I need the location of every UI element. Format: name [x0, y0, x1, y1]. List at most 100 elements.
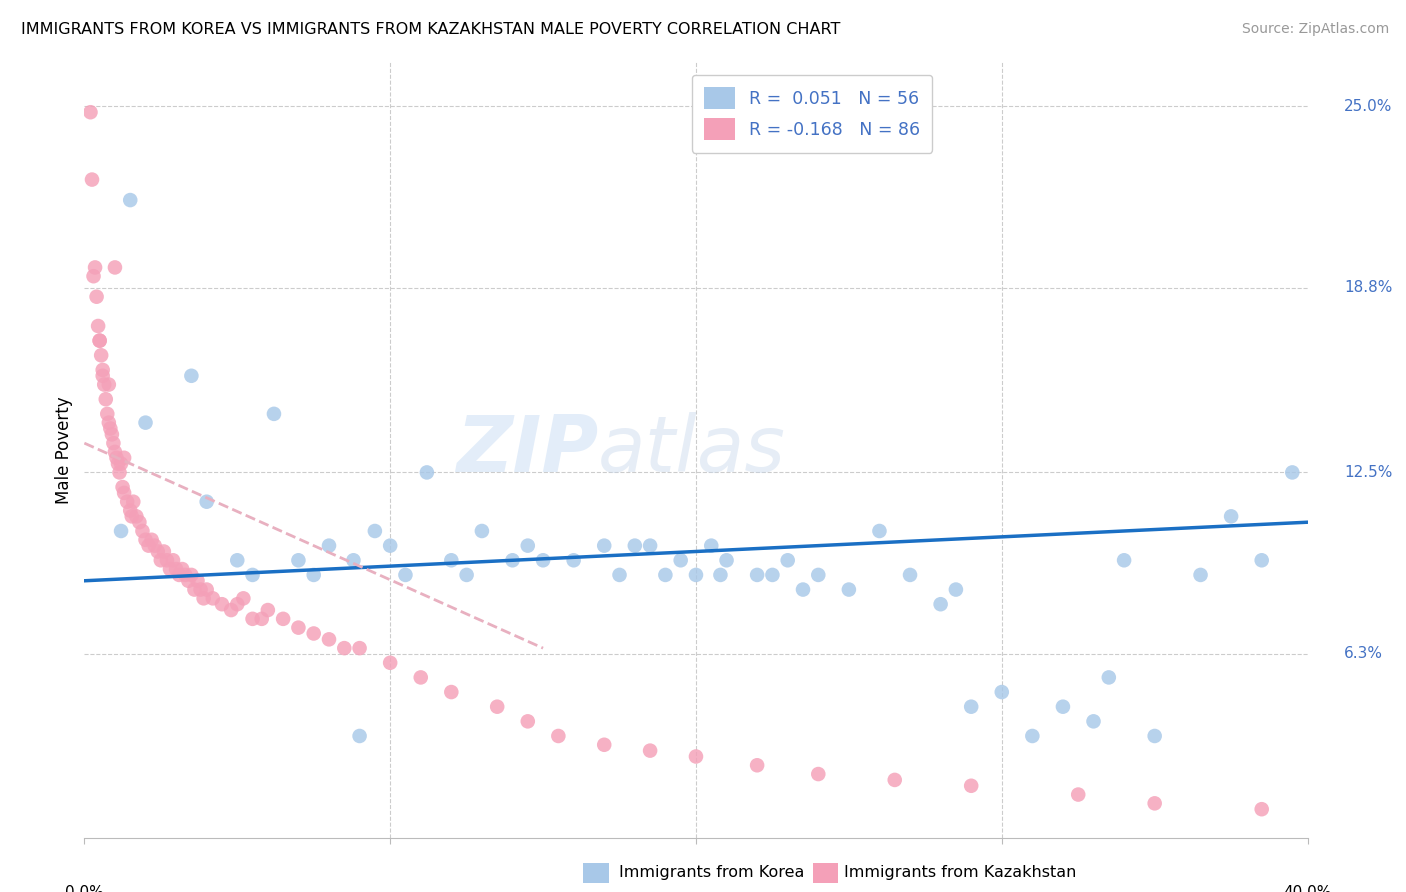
Point — [1098, 670, 1121, 684]
Point — [91, 363, 114, 377]
Point — [883, 772, 905, 787]
Y-axis label: Male Poverty: Male Poverty — [55, 397, 73, 504]
Point — [287, 553, 309, 567]
Point — [104, 445, 127, 459]
Point — [159, 562, 181, 576]
Point — [211, 597, 233, 611]
Point — [302, 626, 325, 640]
Point — [747, 758, 769, 772]
Point — [792, 582, 814, 597]
Point — [146, 544, 169, 558]
Point — [380, 539, 402, 553]
Legend: R =  0.051   N = 56, R = -0.168   N = 86: R = 0.051 N = 56, R = -0.168 N = 86 — [692, 75, 932, 153]
Point — [761, 568, 783, 582]
Point — [80, 172, 103, 186]
Point — [471, 524, 494, 538]
Point — [562, 553, 585, 567]
Point — [135, 416, 157, 430]
Point — [180, 568, 202, 582]
Point — [669, 553, 692, 567]
Point — [1052, 699, 1074, 714]
Point — [84, 260, 107, 275]
Point — [593, 738, 616, 752]
Point — [87, 318, 110, 333]
Point — [103, 436, 125, 450]
Point — [1143, 797, 1166, 811]
Point — [1067, 788, 1090, 802]
Point — [138, 539, 160, 553]
Point — [531, 553, 554, 567]
Point — [654, 568, 676, 582]
Point — [869, 524, 891, 538]
Point — [141, 533, 163, 547]
Point — [624, 539, 647, 553]
Point — [838, 582, 860, 597]
Point — [232, 591, 254, 606]
Text: 25.0%: 25.0% — [1344, 99, 1393, 114]
Point — [112, 486, 135, 500]
Point — [111, 480, 134, 494]
Point — [195, 582, 218, 597]
Point — [747, 568, 769, 582]
Point — [638, 539, 661, 553]
Point — [440, 553, 463, 567]
Point — [94, 392, 117, 407]
Text: 12.5%: 12.5% — [1344, 465, 1393, 480]
Text: ZIP: ZIP — [456, 412, 598, 489]
Point — [98, 421, 121, 435]
Point — [1281, 466, 1303, 480]
Point — [122, 494, 145, 508]
Point — [302, 568, 325, 582]
Point — [318, 632, 340, 647]
Point — [638, 744, 661, 758]
Point — [486, 699, 509, 714]
Point — [174, 568, 197, 582]
Point — [516, 714, 538, 729]
Point — [1220, 509, 1243, 524]
Point — [125, 509, 148, 524]
Point — [226, 553, 249, 567]
Text: 40.0%: 40.0% — [1284, 885, 1331, 892]
Point — [716, 553, 738, 567]
Point — [1114, 553, 1136, 567]
Point — [1021, 729, 1043, 743]
Point — [112, 450, 135, 465]
Point — [186, 574, 208, 588]
Point — [219, 603, 242, 617]
Point — [263, 407, 285, 421]
Point — [502, 553, 524, 567]
Point — [226, 597, 249, 611]
Point — [709, 568, 731, 582]
Point — [685, 749, 707, 764]
Point — [242, 612, 264, 626]
Point — [149, 553, 172, 567]
Point — [172, 562, 194, 576]
Point — [807, 568, 830, 582]
Text: 6.3%: 6.3% — [1344, 647, 1384, 662]
Point — [242, 568, 264, 582]
Point — [167, 568, 190, 582]
Point — [153, 544, 176, 558]
Point — [416, 466, 439, 480]
Point — [700, 539, 723, 553]
Point — [257, 603, 280, 617]
Point — [201, 591, 224, 606]
Point — [165, 562, 187, 576]
Point — [991, 685, 1014, 699]
Point — [110, 524, 132, 538]
Point — [1250, 802, 1272, 816]
Point — [97, 416, 120, 430]
Point — [945, 582, 967, 597]
Point — [128, 515, 150, 529]
Point — [110, 457, 132, 471]
Point — [93, 377, 115, 392]
Point — [364, 524, 387, 538]
Point — [394, 568, 416, 582]
Point — [1143, 729, 1166, 743]
Point — [318, 539, 340, 553]
Point — [609, 568, 631, 582]
Point — [516, 539, 538, 553]
Point — [131, 524, 153, 538]
Point — [97, 377, 120, 392]
Text: Immigrants from Korea: Immigrants from Korea — [619, 865, 804, 880]
